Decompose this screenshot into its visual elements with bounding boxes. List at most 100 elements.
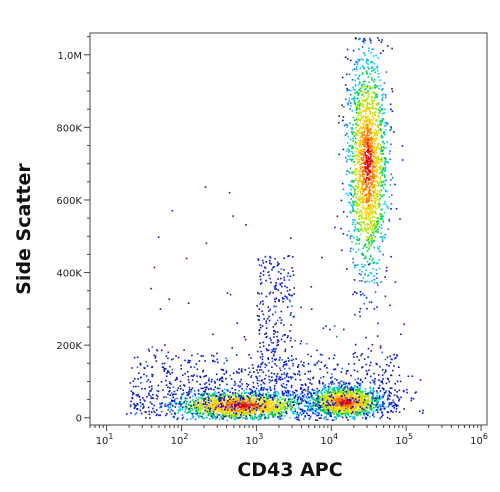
- data-point: [250, 396, 252, 399]
- data-point: [262, 407, 265, 410]
- data-point: [311, 405, 313, 407]
- data-point: [256, 394, 258, 396]
- data-point: [366, 132, 369, 135]
- data-point: [386, 190, 388, 193]
- data-point: [381, 236, 384, 239]
- data-point: [329, 406, 331, 408]
- data-point: [264, 403, 267, 405]
- data-point: [325, 418, 328, 421]
- data-point: [213, 355, 215, 357]
- data-point: [352, 172, 354, 175]
- data-point: [307, 408, 309, 410]
- data-point: [334, 399, 336, 401]
- data-point: [353, 400, 355, 402]
- data-point: [218, 395, 221, 398]
- data-point: [373, 99, 375, 102]
- data-point: [260, 369, 263, 371]
- data-point: [297, 416, 300, 419]
- data-point: [271, 399, 274, 401]
- data-point: [358, 395, 361, 398]
- data-point: [388, 394, 390, 396]
- data-point: [289, 397, 291, 400]
- data-point: [357, 124, 359, 126]
- data-point: [218, 396, 221, 399]
- data-point: [197, 409, 200, 412]
- data-point: [345, 394, 348, 396]
- data-point: [207, 408, 209, 410]
- data-point: [260, 412, 263, 415]
- data-point: [287, 405, 289, 407]
- data-point: [264, 405, 266, 407]
- data-point: [311, 409, 313, 411]
- data-point: [279, 396, 282, 399]
- data-point: [226, 394, 229, 397]
- data-point: [346, 132, 348, 135]
- data-point: [369, 175, 372, 178]
- data-point: [192, 375, 194, 377]
- data-point: [379, 215, 382, 218]
- data-point: [280, 411, 282, 413]
- data-point: [388, 391, 391, 394]
- data-point: [267, 400, 269, 402]
- data-point: [383, 392, 386, 394]
- data-point: [144, 400, 146, 402]
- data-point: [364, 224, 366, 226]
- data-point: [254, 403, 257, 405]
- data-point: [297, 364, 300, 366]
- data-point: [398, 374, 401, 377]
- data-point: [371, 212, 373, 215]
- data-point: [373, 278, 376, 281]
- data-point: [343, 406, 346, 408]
- data-point: [281, 408, 283, 411]
- data-point: [384, 94, 387, 96]
- data-point: [219, 393, 221, 396]
- data-point: [241, 392, 243, 394]
- data-point: [298, 370, 300, 372]
- data-point: [131, 396, 133, 399]
- data-point: [359, 90, 362, 92]
- data-point: [216, 399, 219, 402]
- data-point: [383, 157, 386, 160]
- data-point: [378, 409, 381, 411]
- data-point: [370, 107, 372, 109]
- data-point: [318, 397, 321, 400]
- data-point: [187, 359, 190, 362]
- data-point: [350, 389, 353, 391]
- data-point: [378, 87, 380, 90]
- data-point: [204, 403, 207, 405]
- data-point: [258, 380, 261, 382]
- data-point: [353, 279, 356, 281]
- data-point: [339, 390, 341, 392]
- data-point: [198, 407, 201, 409]
- data-point: [365, 336, 367, 339]
- data-point: [366, 137, 369, 139]
- data-point: [148, 410, 150, 413]
- data-point: [364, 388, 367, 390]
- data-point: [354, 343, 357, 346]
- data-point: [231, 399, 233, 401]
- data-point: [283, 373, 285, 375]
- data-point: [362, 131, 365, 133]
- data-point: [344, 414, 347, 417]
- data-point: [367, 240, 370, 243]
- data-point: [349, 155, 351, 158]
- data-point: [209, 406, 212, 409]
- data-point: [363, 414, 366, 417]
- data-point: [367, 177, 370, 180]
- data-point: [347, 194, 350, 197]
- data-point: [237, 410, 239, 412]
- data-point: [235, 396, 237, 398]
- data-point: [368, 208, 371, 211]
- data-point: [353, 417, 356, 419]
- data-point: [355, 401, 358, 403]
- data-point: [361, 175, 364, 177]
- data-point: [330, 395, 333, 398]
- data-point: [283, 377, 286, 380]
- data-point: [390, 403, 393, 406]
- data-point: [242, 401, 245, 404]
- data-point: [372, 146, 375, 148]
- data-point: [256, 382, 259, 385]
- data-point: [349, 397, 352, 399]
- data-point: [186, 371, 189, 373]
- data-point: [312, 409, 315, 411]
